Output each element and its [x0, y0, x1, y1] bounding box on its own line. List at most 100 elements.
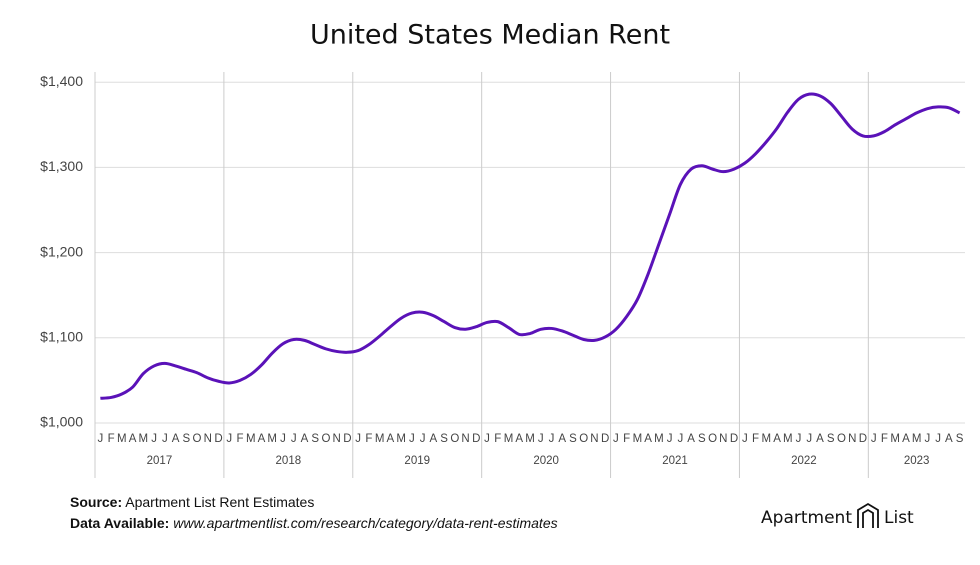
x-tick-label: M: [504, 433, 514, 445]
x-tick-label: N: [719, 433, 727, 445]
series-line: [100, 92, 961, 400]
x-tick-label: A: [129, 433, 137, 445]
x-tick-label: M: [783, 433, 793, 445]
x-tick-label: M: [375, 433, 385, 445]
x-tick-label: S: [569, 433, 577, 445]
x-tick-label: D: [472, 433, 480, 445]
x-tick-label: M: [761, 433, 771, 445]
x-tick-label: S: [956, 433, 964, 445]
x-tick-label: O: [837, 433, 846, 445]
x-tick-label: A: [902, 433, 910, 445]
x-tick-label: J: [162, 433, 168, 445]
year-label: 2018: [276, 455, 302, 467]
x-tick-label: J: [871, 433, 877, 445]
x-tick-label: A: [945, 433, 953, 445]
x-tick-label: S: [827, 433, 835, 445]
x-tick-label: O: [450, 433, 459, 445]
x-tick-label: M: [525, 433, 535, 445]
year-label: 2023: [904, 455, 930, 467]
x-tick-label: M: [633, 433, 643, 445]
x-tick-label: F: [494, 433, 501, 445]
x-tick-label: S: [182, 433, 190, 445]
x-tick-label: F: [236, 433, 243, 445]
x-tick-label: M: [267, 433, 277, 445]
x-tick-label: S: [440, 433, 448, 445]
source: Source: Apartment List Rent Estimates: [70, 494, 314, 510]
x-tick-label: J: [677, 433, 683, 445]
x-tick-label: O: [321, 433, 330, 445]
x-tick-label: A: [644, 433, 652, 445]
x-tick-label: J: [538, 433, 544, 445]
x-tick-label: D: [214, 433, 222, 445]
x-tick-label: A: [258, 433, 266, 445]
logo-icon: [857, 502, 879, 528]
x-tick-label: J: [935, 433, 941, 445]
x-tick-label: J: [796, 433, 802, 445]
x-tick-label: A: [687, 433, 695, 445]
x-tick-label: O: [193, 433, 202, 445]
x-tick-label: F: [365, 433, 372, 445]
x-tick-label: A: [387, 433, 395, 445]
data-available: Data Available: www.apartmentlist.com/re…: [70, 515, 558, 531]
x-tick-label: D: [343, 433, 351, 445]
x-tick-label: J: [291, 433, 297, 445]
x-tick-label: F: [108, 433, 115, 445]
x-tick-label: M: [117, 433, 127, 445]
x-tick-label: J: [97, 433, 103, 445]
logo-text: Apartment: [761, 508, 852, 528]
y-tick-label: $1,400: [40, 73, 83, 89]
x-tick-label: S: [311, 433, 319, 445]
source-text: Apartment List Rent Estimates: [125, 494, 314, 510]
x-tick-label: M: [912, 433, 922, 445]
logo-shape: [862, 508, 874, 528]
x-tick-label: J: [409, 433, 415, 445]
x-tick-label: J: [613, 433, 619, 445]
year-label: 2022: [791, 455, 817, 467]
x-tick-label: J: [549, 433, 555, 445]
x-tick-label: J: [925, 433, 931, 445]
data-label: Data Available:: [70, 515, 169, 531]
x-tick-label: A: [515, 433, 523, 445]
x-tick-label: M: [396, 433, 406, 445]
year-label: 2020: [533, 455, 559, 467]
x-tick-label: M: [890, 433, 900, 445]
x-tick-label: M: [654, 433, 664, 445]
chart-title: United States Median Rent: [310, 20, 670, 51]
source-label: Source:: [70, 494, 122, 510]
x-tick-label: N: [590, 433, 598, 445]
x-tick-label: O: [708, 433, 717, 445]
year-label: 2019: [404, 455, 430, 467]
x-tick-label: J: [742, 433, 748, 445]
x-tick-label: A: [301, 433, 309, 445]
y-tick-label: $1,300: [40, 158, 83, 174]
y-tick-label: $1,100: [40, 329, 83, 345]
year-label: 2021: [662, 455, 688, 467]
x-tick-label: J: [226, 433, 232, 445]
x-tick-label: N: [461, 433, 469, 445]
x-tick-label: S: [698, 433, 706, 445]
y-tick-label: $1,000: [40, 414, 83, 430]
x-tick-label: J: [280, 433, 286, 445]
x-tick-label: J: [484, 433, 490, 445]
logo-text: List: [884, 508, 914, 528]
x-tick-label: N: [204, 433, 212, 445]
x-tick-label: N: [333, 433, 341, 445]
x-tick-label: F: [881, 433, 888, 445]
x-tick-label: A: [558, 433, 566, 445]
x-tick-label: J: [667, 433, 673, 445]
x-tick-label: A: [429, 433, 437, 445]
x-tick-label: J: [151, 433, 157, 445]
x-tick-label: D: [601, 433, 609, 445]
logo-shape: [857, 502, 879, 528]
data-url: www.apartmentlist.com/research/category/…: [173, 515, 557, 531]
x-tick-label: J: [420, 433, 426, 445]
x-tick-label: M: [246, 433, 256, 445]
x-tick-label: D: [730, 433, 738, 445]
x-tick-label: F: [623, 433, 630, 445]
x-tick-label: J: [806, 433, 812, 445]
x-tick-label: A: [773, 433, 781, 445]
x-tick-label: A: [816, 433, 824, 445]
x-tick-label: O: [579, 433, 588, 445]
y-tick-label: $1,200: [40, 243, 83, 259]
